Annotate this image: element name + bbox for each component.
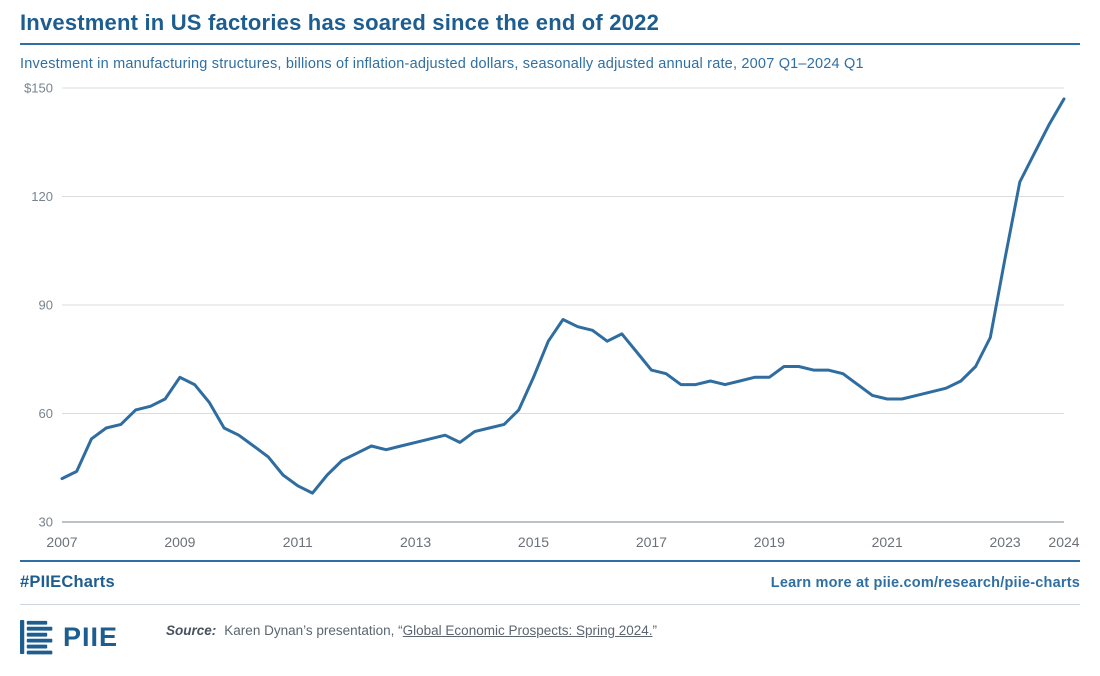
y-tick-label: 120 <box>31 189 53 204</box>
source-label: Source: <box>166 622 217 638</box>
x-tick-label: 2009 <box>164 534 195 550</box>
y-tick-label: 90 <box>39 298 53 313</box>
source-note: Source: Karen Dynan’s presentation, “Glob… <box>166 623 657 652</box>
x-tick-label: 2023 <box>990 534 1021 550</box>
y-tick-label: $150 <box>24 81 53 96</box>
x-tick-label: 2015 <box>518 534 549 550</box>
chart-subtitle: Investment in manufacturing structures, … <box>20 56 864 73</box>
page-title: Investment in US factories has soared si… <box>20 10 660 35</box>
footer-divider-blue <box>20 560 1080 563</box>
x-tick-label: 2021 <box>872 534 903 550</box>
title-divider <box>20 43 1080 46</box>
learn-more-link[interactable]: Learn more at piie.com/research/piie-cha… <box>770 574 1080 591</box>
chart-line <box>60 97 1066 495</box>
y-tick-label: 60 <box>39 406 53 421</box>
footer-divider-light <box>20 604 1080 606</box>
y-tick-label: 30 <box>39 515 53 530</box>
piie-logo[interactable]: PIIE <box>20 618 118 656</box>
source-row: PIIE Source: Karen Dynan’s presentation, … <box>20 605 1080 656</box>
investment-line-chart: 30 60 90 120 $150 2007 2009 2011 2013 2015 2017 201… <box>20 74 1080 556</box>
x-tick-label: 2013 <box>400 534 431 550</box>
source-prefix: Karen Dynan’s presentation, “ <box>224 622 403 638</box>
source-suffix: ” <box>652 622 658 638</box>
chart-canvas: 30 60 90 120 $150 2007 2009 2011 2013 2015 2017 201… <box>24 81 1080 551</box>
piie-logo-icon <box>20 618 54 656</box>
footer-row: #PIIECharts Learn more at piie.com/resea… <box>20 562 1080 604</box>
x-tick-label: 2017 <box>636 534 667 550</box>
source-link[interactable]: Global Economic Prospects: Spring 2024. <box>402 622 653 638</box>
x-tick-label: 2011 <box>283 534 313 550</box>
piie-charts-hashtag: #PIIECharts <box>20 573 115 592</box>
x-tick-label: 2019 <box>754 534 785 550</box>
piie-logo-text: PIIE <box>63 621 119 652</box>
x-tick-label: 2024 <box>1048 534 1079 550</box>
x-tick-label: 2007 <box>46 534 77 550</box>
